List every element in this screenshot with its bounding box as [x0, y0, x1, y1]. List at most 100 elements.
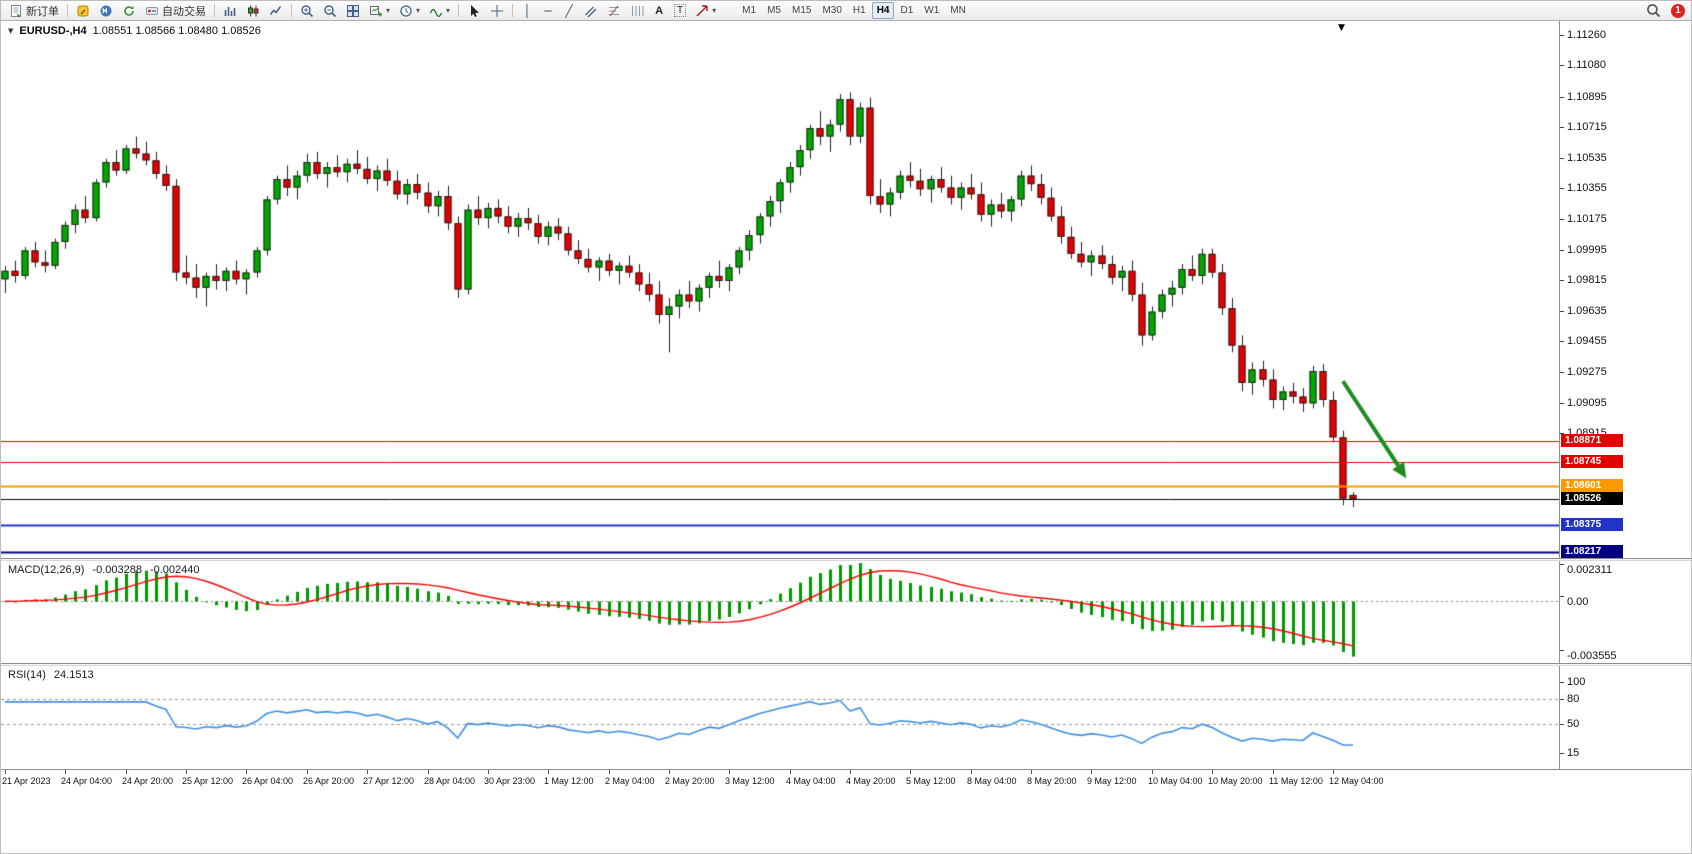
price-axis-tick: [1560, 157, 1564, 159]
macd-panel: [1, 561, 1559, 663]
price-axis-tick: [1560, 65, 1564, 67]
cycle-lines-button[interactable]: [626, 2, 648, 20]
price-axis-tick: [1560, 682, 1564, 684]
bar-chart-icon: [224, 6, 236, 16]
time-axis-label: 11 May 12:00: [1269, 776, 1323, 786]
new-order-label: 新订单: [26, 5, 59, 18]
time-axis-tick: [488, 770, 489, 774]
time-axis-tick: [246, 770, 247, 774]
cursor-icon: [471, 4, 480, 17]
line-chart-icon: [269, 5, 282, 15]
price-axis-tick: [1560, 127, 1564, 129]
time-axis-tick: [790, 770, 791, 774]
price-axis-tick: [1560, 595, 1564, 597]
candlestick-chart-button[interactable]: [242, 2, 264, 20]
time-axis-tick: [1152, 770, 1153, 774]
periods-dropdown[interactable]: ▾: [395, 2, 424, 20]
time-axis-tick: [729, 770, 730, 774]
text-button[interactable]: A: [649, 2, 669, 20]
hline-price-label: 1.08375: [1561, 517, 1623, 531]
price-axis-tick: [1560, 218, 1564, 220]
price-axis[interactable]: 1.11260 1.11080 1.10895 1.10715 1.10535 1.103…: [1559, 21, 1691, 769]
line-chart-button[interactable]: [265, 2, 287, 20]
indicators-dropdown[interactable]: ▾: [425, 2, 454, 20]
macd-canvas[interactable]: [1, 561, 1559, 663]
price-axis-tick: [1560, 341, 1564, 343]
hline-price-label: 1.08745: [1561, 454, 1623, 468]
fibonacci-button[interactable]: [603, 2, 625, 20]
new-order-button[interactable]: 新订单: [5, 2, 63, 20]
trendline-button[interactable]: ╱: [559, 2, 579, 20]
time-axis-label: 4 May 04:00: [786, 776, 836, 786]
rsi-canvas[interactable]: [1, 666, 1559, 769]
community-icon: [100, 5, 112, 16]
text-label-button[interactable]: T: [670, 2, 690, 20]
macd-signal-value: -0.002440: [149, 564, 200, 576]
price-axis-label: 1.09275: [1567, 365, 1607, 378]
text-label-icon: T: [674, 4, 687, 17]
dropdown-caret-icon: ▾: [712, 6, 717, 15]
time-axis-label: 8 May 20:00: [1027, 776, 1077, 786]
tile-windows-button[interactable]: [342, 2, 364, 20]
timeframe-button-mn[interactable]: MN: [950, 5, 966, 16]
clock-icon: [400, 4, 412, 17]
rsi-indicator-label: RSI(14) 24.1513: [8, 669, 94, 681]
bottom-blank-area: [1, 791, 1691, 853]
fibonacci-icon: [609, 5, 620, 16]
time-axis-tick: [669, 770, 670, 774]
timeframe-button-m30[interactable]: M30: [822, 5, 842, 16]
indicators-icon: [429, 8, 443, 17]
time-axis-label: 12 May 04:00: [1329, 776, 1384, 786]
timeframe-button-w1[interactable]: W1: [924, 5, 940, 16]
macd-main-value: -0.003288: [92, 564, 142, 576]
search-button[interactable]: [1642, 2, 1665, 20]
cursor-button[interactable]: [463, 2, 485, 20]
time-axis-tick: [367, 770, 368, 774]
community-button[interactable]: [95, 2, 117, 20]
time-axis-tick: [186, 770, 187, 774]
metaeditor-button[interactable]: [72, 2, 94, 20]
timeframe-button-m15[interactable]: M15: [791, 5, 812, 16]
zoom-in-button[interactable]: [296, 2, 318, 20]
arrow-object-icon: [696, 4, 708, 16]
timeframe-button-d1[interactable]: D1: [900, 5, 914, 16]
chart-shift-marker-icon[interactable]: ▼: [1338, 23, 1345, 33]
price-axis-tick: [1560, 564, 1564, 565]
horizontal-line-button[interactable]: ─: [538, 2, 558, 20]
time-axis-tick: [1212, 770, 1213, 774]
price-axis-tick: [1560, 188, 1564, 190]
timeframe-button-m5[interactable]: M5: [767, 5, 781, 16]
auto-trading-button[interactable]: 自动交易: [141, 2, 210, 20]
timeframe-button-m1[interactable]: M1: [742, 5, 757, 16]
zoom-out-button[interactable]: [319, 2, 341, 20]
time-axis-tick: [850, 770, 851, 774]
price-axis-label: 1.10715: [1567, 121, 1607, 134]
timeframe-button-h4[interactable]: H4: [871, 2, 895, 19]
arrows-dropdown[interactable]: ▾: [691, 2, 720, 20]
time-axis-label: 10 May 20:00: [1208, 776, 1263, 786]
rsi-panel: [1, 666, 1559, 769]
time-axis-tick: [910, 770, 911, 774]
bar-chart-button[interactable]: [219, 2, 241, 20]
new-chart-dropdown[interactable]: ▾: [365, 2, 394, 20]
price-axis-tick: [1560, 96, 1564, 98]
panel-separator[interactable]: [1, 558, 1691, 561]
time-axis-tick: [1273, 770, 1274, 774]
toolbar-separator: [512, 4, 514, 17]
time-axis-tick: [609, 770, 610, 774]
time-axis[interactable]: 21 Apr 2023 24 Apr 04:00 24 Apr 20:00 25 Ap…: [1, 769, 1691, 791]
equidistant-channel-button[interactable]: [580, 2, 602, 20]
notification-badge[interactable]: 1: [1671, 3, 1685, 18]
rsi-axis-label: 80: [1567, 692, 1580, 705]
time-axis-label: 21 Apr 2023: [2, 776, 51, 786]
crosshair-button[interactable]: [486, 2, 508, 20]
refresh-button[interactable]: [118, 2, 140, 20]
main-chart-canvas[interactable]: [1, 21, 1559, 558]
price-axis-tick: [1560, 402, 1564, 404]
new-order-icon: [11, 4, 21, 17]
panel-separator[interactable]: [1, 663, 1691, 666]
timeframe-button-h1[interactable]: H1: [852, 5, 866, 16]
vertical-line-button[interactable]: │: [517, 2, 537, 20]
price-axis-tick: [1560, 698, 1564, 700]
price-axis-label: 1.10895: [1567, 90, 1607, 103]
